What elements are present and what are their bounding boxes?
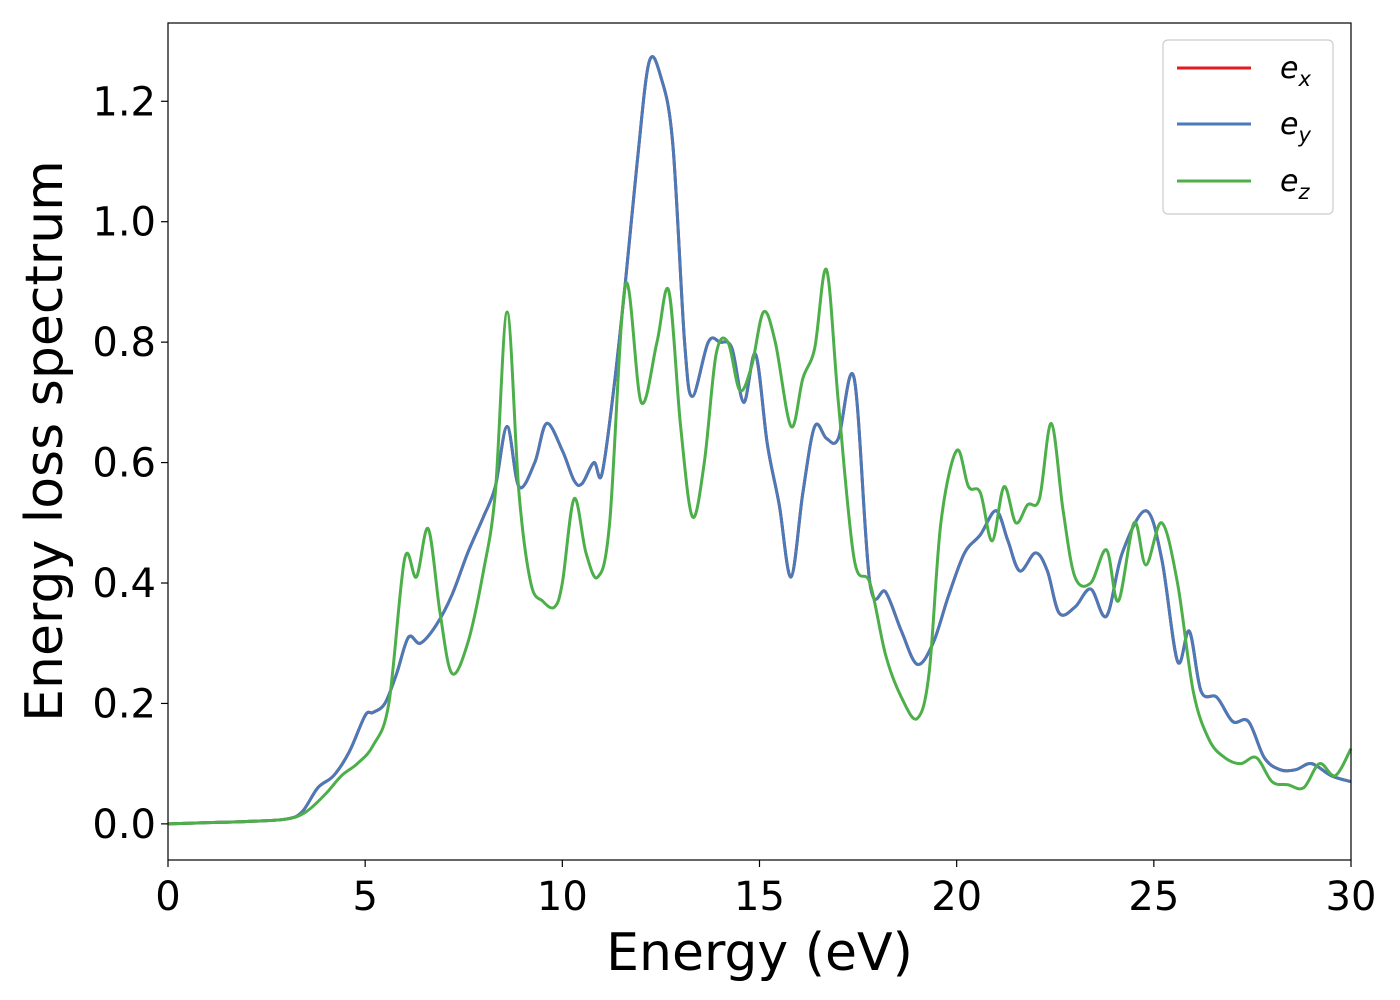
y-tick-label: 1.0 xyxy=(92,200,156,246)
x-axis-title: Energy (eV) xyxy=(606,923,913,983)
y-tick-label: 0.6 xyxy=(92,441,156,487)
legend-label-ex: ex xyxy=(1280,51,1311,91)
legend-label-ey-sub: y xyxy=(1297,123,1311,147)
legend-label-ex-main: e xyxy=(1280,51,1298,86)
legend: ex ey ez xyxy=(1162,39,1334,215)
legend-label-ez-main: e xyxy=(1280,164,1298,199)
y-tick-label: 1.2 xyxy=(92,79,156,125)
x-tick-label: 0 xyxy=(155,874,180,920)
y-tick-label: 0.0 xyxy=(92,802,156,848)
series-layer xyxy=(167,55,1353,826)
y-tick-label: 0.8 xyxy=(92,320,156,366)
legend-label-ez: ez xyxy=(1280,164,1310,204)
y-tick-label: 0.4 xyxy=(92,561,156,607)
x-tick-label: 20 xyxy=(931,874,982,920)
series-line-ez xyxy=(167,267,1353,826)
y-tick-label: 0.2 xyxy=(92,681,156,727)
x-tick-label: 5 xyxy=(352,874,377,920)
plot-area xyxy=(168,23,1351,860)
legend-label-ey: ey xyxy=(1280,107,1311,147)
x-tick-label: 30 xyxy=(1326,874,1377,920)
x-tick-label: 25 xyxy=(1128,874,1179,920)
legend-label-ex-sub: x xyxy=(1297,67,1311,91)
x-tick-label: 15 xyxy=(734,874,785,920)
x-axis: 0 5 10 15 20 25 30 xyxy=(155,860,1376,920)
y-axis: 0.0 0.2 0.4 0.6 0.8 1.0 1.2 xyxy=(92,79,168,848)
y-axis-title: Energy loss spectrum xyxy=(15,160,75,722)
legend-label-ey-main: e xyxy=(1280,107,1298,142)
x-tick-label: 10 xyxy=(537,874,588,920)
legend-label-ez-sub: z xyxy=(1297,180,1310,204)
legend-box xyxy=(1162,39,1334,215)
